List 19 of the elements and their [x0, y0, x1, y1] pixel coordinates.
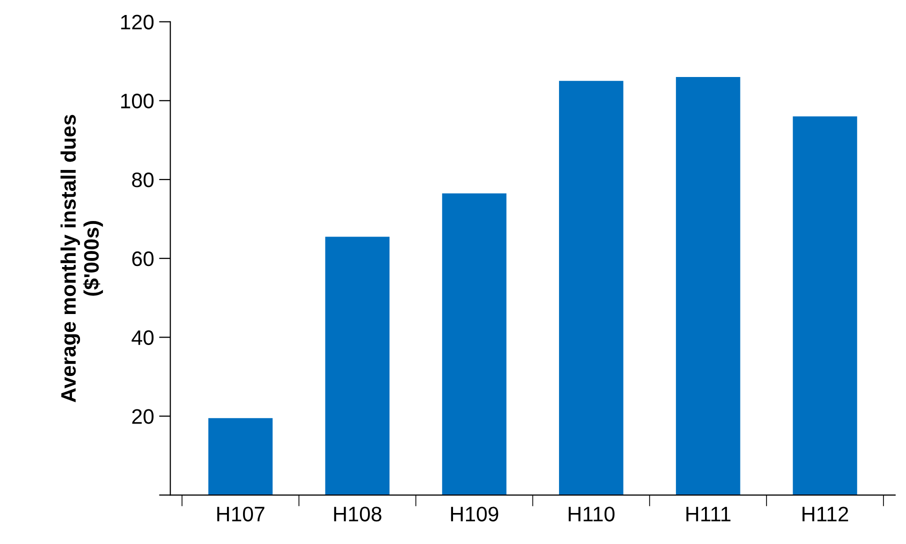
bar — [559, 80, 624, 496]
x-tick-label: H108 — [334, 506, 382, 522]
y-axis-title: Average monthly install dues ($'000s) — [60, 114, 103, 402]
bar — [792, 116, 858, 496]
x-tick-label: H112 — [802, 506, 848, 522]
y-tick-label: 60 — [132, 251, 154, 266]
bar — [325, 236, 390, 496]
x-tick-label: H109 — [451, 506, 498, 522]
x-tick-label: H111 — [686, 506, 730, 522]
bar — [208, 418, 273, 496]
bar — [442, 193, 506, 496]
y-tick-label: 120 — [121, 14, 154, 30]
x-tick-label: H110 — [568, 506, 614, 522]
y-tick-label: 40 — [132, 330, 154, 346]
y-tick-label: 20 — [132, 409, 154, 424]
bar — [676, 76, 740, 496]
y-tick-label: 80 — [132, 172, 154, 188]
x-tick-label: H107 — [217, 506, 264, 522]
y-tick-label: 100 — [121, 94, 154, 108]
